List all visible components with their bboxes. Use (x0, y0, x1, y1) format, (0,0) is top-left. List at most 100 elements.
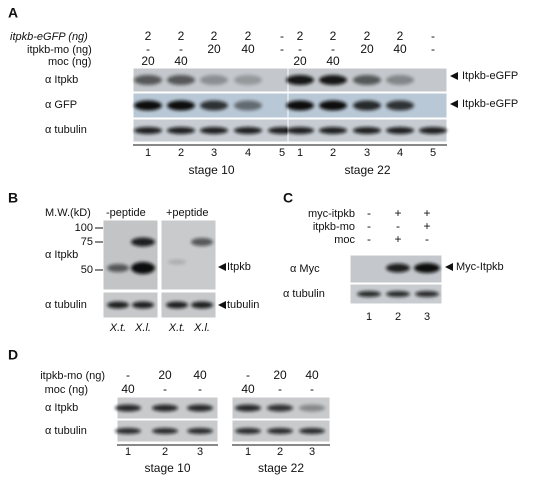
label: - (146, 42, 150, 56)
arrow (450, 100, 458, 108)
label: 1 (366, 311, 372, 323)
band (115, 404, 141, 412)
label: 20 (360, 42, 374, 56)
label: moc (ng) (45, 384, 88, 396)
label: 4 (245, 147, 251, 159)
label: α tubulin (283, 288, 325, 300)
label: Myc-Itpkb (456, 261, 504, 273)
label: 20 (158, 368, 172, 382)
label: 50 (81, 264, 93, 276)
band (286, 75, 314, 85)
label: 40 (305, 368, 319, 382)
band (319, 100, 347, 111)
label: + (423, 206, 430, 220)
label: itpkb-eGFP (ng) (10, 31, 88, 43)
label: 2 (211, 29, 218, 43)
band (132, 301, 154, 309)
label: 2 (277, 446, 283, 458)
label: α Itpkb (45, 249, 78, 261)
label: - (367, 232, 371, 246)
arrow (218, 301, 226, 309)
label: itpkb-mo (313, 221, 355, 233)
band (200, 127, 228, 134)
band (353, 127, 381, 134)
label: α Myc (290, 263, 320, 275)
label: - (280, 29, 284, 43)
label: 5 (279, 147, 285, 159)
label: moc (ng) (48, 56, 91, 68)
band (419, 127, 447, 134)
label: 3 (211, 147, 217, 159)
label: α Itpkb (45, 74, 78, 86)
label: - (367, 219, 371, 233)
band (168, 259, 186, 265)
label: 40 (326, 54, 340, 68)
label: - (278, 382, 282, 396)
band (167, 127, 195, 134)
label: +peptide (166, 207, 209, 219)
label: 40 (121, 382, 135, 396)
panel-label: D (8, 347, 18, 363)
band (107, 264, 129, 272)
label: 2 (330, 147, 336, 159)
label: - (431, 29, 435, 43)
label: 20 (141, 54, 155, 68)
label: 1 (145, 147, 151, 159)
label: stage 10 (144, 461, 190, 475)
label: 3 (424, 311, 430, 323)
band (167, 75, 195, 85)
label: Itpkb-eGFP (462, 70, 518, 82)
band (134, 75, 162, 85)
label: - (246, 368, 250, 382)
band (319, 127, 347, 134)
label: 75 (81, 236, 93, 248)
label: stage 22 (258, 461, 304, 475)
label: 1 (125, 446, 131, 458)
label: - (163, 382, 167, 396)
label: 5 (430, 147, 436, 159)
band (267, 428, 293, 434)
label: 20 (293, 54, 307, 68)
label: - (425, 232, 429, 246)
label: α tubulin (45, 425, 87, 437)
label: + (394, 232, 401, 246)
panel-label: B (8, 190, 18, 206)
label: M.W.(kD) (45, 207, 91, 219)
label: tubulin (227, 299, 259, 311)
band (386, 291, 410, 297)
label: -peptide (106, 207, 146, 219)
band (286, 127, 314, 134)
panel-label: C (283, 190, 293, 206)
label: myc-itpkb (308, 208, 355, 220)
label: + (394, 206, 401, 220)
label: α GFP (45, 99, 77, 111)
label: α tubulin (45, 124, 87, 136)
label: X.t. (109, 322, 127, 334)
band (386, 100, 414, 111)
band (414, 263, 440, 273)
band (191, 301, 213, 309)
label: 3 (309, 446, 315, 458)
band (386, 263, 410, 273)
blot (102, 219, 159, 291)
label: - (198, 382, 202, 396)
label: Itpkb (227, 261, 251, 273)
label: 3 (197, 446, 203, 458)
label: 100 (75, 222, 93, 234)
label: 4 (397, 147, 403, 159)
band (131, 262, 155, 274)
band (235, 428, 261, 434)
label: - (396, 219, 400, 233)
band (166, 301, 188, 309)
label: 2 (178, 29, 185, 43)
band (353, 100, 381, 111)
band (234, 127, 262, 134)
label: 20 (273, 368, 287, 382)
label: - (179, 42, 183, 56)
label: - (367, 206, 371, 220)
band (319, 75, 347, 85)
label: X.l. (134, 322, 151, 334)
arrow (445, 263, 453, 271)
